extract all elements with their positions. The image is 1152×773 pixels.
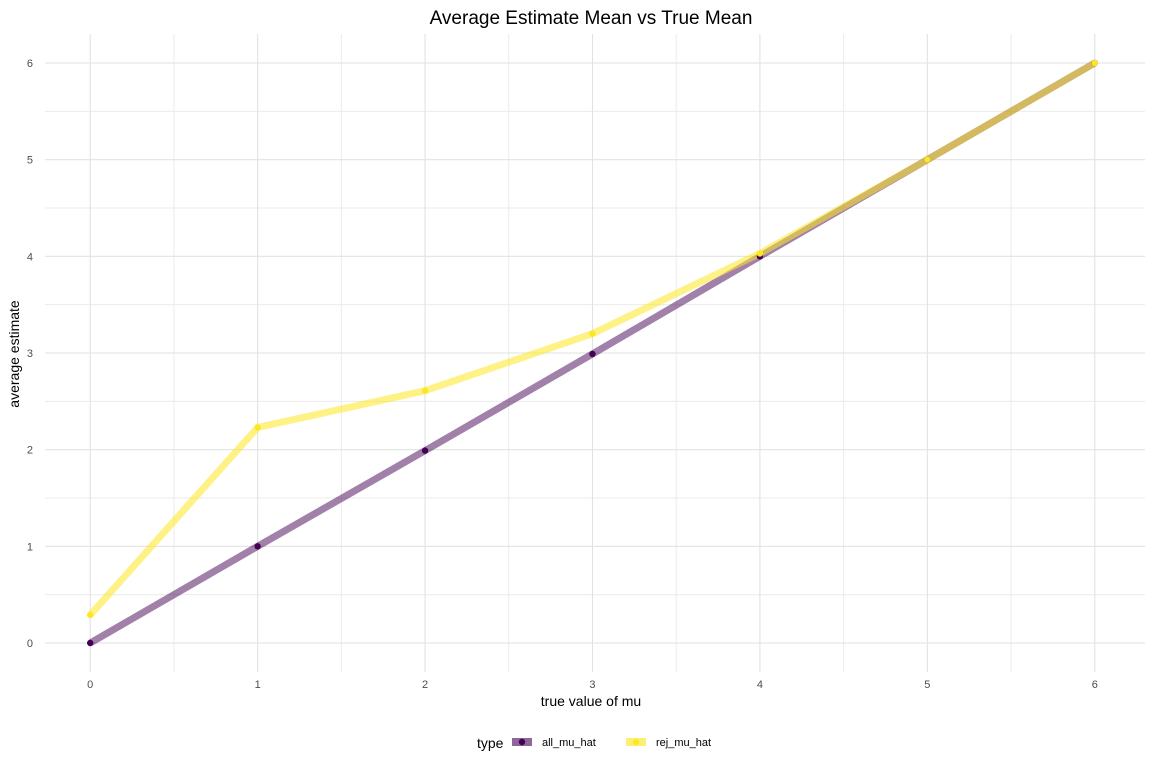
legend: type all_mu_hat rej_mu_hat: [477, 735, 711, 751]
x-tick-label: 3: [589, 679, 595, 691]
legend-title: type: [477, 735, 504, 751]
legend-item-label: rej_mu_hat: [656, 737, 711, 749]
series-layer: [87, 59, 1098, 647]
y-tick-label: 1: [27, 541, 33, 553]
y-tick-label: 5: [27, 155, 33, 167]
data-point-rej-mu-hat: [589, 330, 596, 337]
y-tick-label: 2: [27, 445, 33, 457]
x-axis-label: true value of mu: [541, 693, 641, 709]
data-point-rej-mu-hat: [1091, 59, 1098, 67]
legend-item-label: all_mu_hat: [542, 737, 596, 749]
data-point-rej-mu-hat: [756, 250, 764, 257]
chart-title: Average Estimate Mean vs True Mean: [430, 8, 753, 29]
y-tick-label: 0: [27, 638, 33, 650]
y-axis-ticks: 0 1 2 3 4 5 6: [27, 58, 33, 650]
x-tick-label: 4: [757, 679, 763, 691]
data-point-all-mu-hat: [421, 447, 429, 454]
data-point-rej-mu-hat: [87, 611, 94, 619]
y-axis-label: average estimate: [6, 300, 22, 408]
data-point-all-mu-hat: [589, 350, 596, 358]
major-gridlines: [45, 34, 1145, 672]
x-tick-label: 6: [1092, 679, 1098, 691]
y-tick-label: 3: [27, 348, 33, 360]
data-point-rej-mu-hat: [421, 387, 429, 394]
y-tick-label: 4: [27, 251, 33, 263]
legend-key-point: [632, 738, 640, 746]
data-point-rej-mu-hat: [254, 424, 261, 431]
data-point-all-mu-hat: [254, 543, 261, 550]
y-tick-label: 6: [27, 58, 33, 70]
x-tick-label: 1: [255, 679, 261, 691]
x-tick-label: 0: [87, 679, 93, 691]
legend-items: all_mu_hat rej_mu_hat: [512, 737, 711, 749]
x-tick-label: 5: [924, 679, 930, 691]
x-axis-ticks: 0 1 2 3 4 5 6: [87, 679, 1098, 691]
legend-key-point: [518, 738, 526, 746]
data-point-all-mu-hat: [87, 639, 94, 647]
data-point-rej-mu-hat: [924, 156, 931, 163]
x-tick-label: 2: [422, 679, 428, 691]
